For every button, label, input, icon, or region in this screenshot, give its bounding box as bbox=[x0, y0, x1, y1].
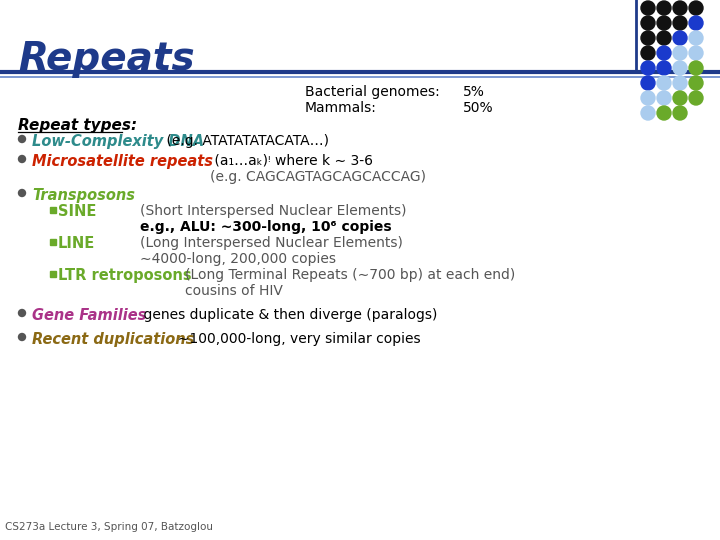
Text: CS273a Lecture 3, Spring 07, Batzoglou: CS273a Lecture 3, Spring 07, Batzoglou bbox=[5, 522, 213, 532]
Circle shape bbox=[19, 136, 25, 143]
Text: (a₁…aₖ)ᵎ where k ∼ 3-6: (a₁…aₖ)ᵎ where k ∼ 3-6 bbox=[210, 154, 373, 168]
Circle shape bbox=[673, 61, 687, 75]
Circle shape bbox=[657, 1, 671, 15]
Circle shape bbox=[19, 156, 25, 163]
Circle shape bbox=[641, 61, 655, 75]
Circle shape bbox=[689, 31, 703, 45]
Circle shape bbox=[19, 309, 25, 316]
Circle shape bbox=[657, 76, 671, 90]
Text: ∼100,000-long, very similar copies: ∼100,000-long, very similar copies bbox=[168, 332, 420, 346]
Text: (e.g. CAGCAGTAGCAGCACCAG): (e.g. CAGCAGTAGCAGCACCAG) bbox=[210, 170, 426, 184]
Circle shape bbox=[689, 91, 703, 105]
Circle shape bbox=[673, 1, 687, 15]
Circle shape bbox=[19, 190, 25, 197]
Circle shape bbox=[657, 106, 671, 120]
Bar bbox=[50, 239, 56, 245]
Circle shape bbox=[641, 16, 655, 30]
Text: 50%: 50% bbox=[463, 101, 494, 115]
Circle shape bbox=[641, 31, 655, 45]
Circle shape bbox=[673, 76, 687, 90]
Circle shape bbox=[689, 46, 703, 60]
Circle shape bbox=[673, 46, 687, 60]
Text: Bacterial genomes:: Bacterial genomes: bbox=[305, 85, 440, 99]
Text: (Long Interspersed Nuclear Elements): (Long Interspersed Nuclear Elements) bbox=[140, 236, 403, 250]
Text: LINE: LINE bbox=[58, 236, 95, 251]
Text: Transposons: Transposons bbox=[32, 188, 135, 203]
Circle shape bbox=[673, 31, 687, 45]
Circle shape bbox=[641, 1, 655, 15]
Circle shape bbox=[657, 91, 671, 105]
Text: Repeats: Repeats bbox=[18, 40, 194, 78]
Text: cousins of HIV: cousins of HIV bbox=[185, 284, 283, 298]
Circle shape bbox=[641, 106, 655, 120]
Text: e.g., ALU: ∼300-long, 10⁶ copies: e.g., ALU: ∼300-long, 10⁶ copies bbox=[140, 220, 392, 234]
Circle shape bbox=[657, 16, 671, 30]
Text: Gene Families: Gene Families bbox=[32, 308, 146, 323]
Circle shape bbox=[19, 334, 25, 341]
Text: Repeat types:: Repeat types: bbox=[18, 118, 137, 133]
Text: genes duplicate & then diverge (paralogs): genes duplicate & then diverge (paralogs… bbox=[125, 308, 437, 322]
Circle shape bbox=[689, 1, 703, 15]
Circle shape bbox=[657, 46, 671, 60]
Text: SINE: SINE bbox=[58, 204, 96, 219]
Text: Recent duplications: Recent duplications bbox=[32, 332, 194, 347]
Text: (e.g. ATATATATACATA…): (e.g. ATATATATACATA…) bbox=[161, 134, 328, 148]
Bar bbox=[50, 271, 56, 277]
Circle shape bbox=[673, 16, 687, 30]
Circle shape bbox=[657, 31, 671, 45]
Text: Low-Complexity DNA: Low-Complexity DNA bbox=[32, 134, 204, 149]
Circle shape bbox=[689, 76, 703, 90]
Circle shape bbox=[641, 46, 655, 60]
Circle shape bbox=[673, 106, 687, 120]
Circle shape bbox=[641, 91, 655, 105]
Text: (Long Terminal Repeats (∼700 bp) at each end): (Long Terminal Repeats (∼700 bp) at each… bbox=[185, 268, 516, 282]
Circle shape bbox=[689, 16, 703, 30]
Text: Mammals:: Mammals: bbox=[305, 101, 377, 115]
Text: Microsatellite repeats: Microsatellite repeats bbox=[32, 154, 213, 169]
Text: ∼4000-long, 200,000 copies: ∼4000-long, 200,000 copies bbox=[140, 252, 336, 266]
Bar bbox=[50, 207, 56, 213]
Circle shape bbox=[673, 91, 687, 105]
Text: LTR retroposons: LTR retroposons bbox=[58, 268, 192, 283]
Text: 5%: 5% bbox=[463, 85, 485, 99]
Circle shape bbox=[641, 76, 655, 90]
Circle shape bbox=[689, 61, 703, 75]
Text: (Short Interspersed Nuclear Elements): (Short Interspersed Nuclear Elements) bbox=[140, 204, 407, 218]
Circle shape bbox=[657, 61, 671, 75]
